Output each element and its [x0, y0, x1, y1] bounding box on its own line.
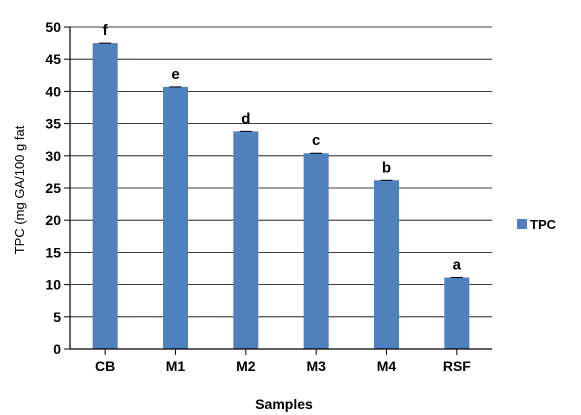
y-tick-label: 35	[45, 116, 61, 132]
axes	[64, 26, 492, 355]
x-tick-label: RSF	[443, 358, 471, 374]
data-label: a	[453, 257, 462, 274]
data-label: c	[312, 132, 320, 149]
x-tick-label: M1	[166, 358, 186, 374]
y-tick-label: 20	[45, 212, 61, 228]
x-tick-label: M3	[306, 358, 326, 374]
y-tick-label: 40	[45, 83, 61, 99]
legend-swatch	[517, 219, 527, 229]
y-axis-title: TPC (mg GA/100 g fat	[12, 125, 27, 254]
x-tick-label: M4	[377, 358, 397, 374]
data-label: e	[171, 66, 179, 83]
y-tick-labels: 0 5 10 15 20 25 30 35 40 45 50	[45, 19, 61, 357]
x-tick-label: M2	[236, 358, 256, 374]
y-tick-label: 30	[45, 148, 61, 164]
bar-m2	[233, 131, 259, 349]
gridlines	[70, 26, 492, 318]
bars	[92, 43, 470, 349]
bar-m3	[303, 153, 329, 349]
y-tick-label: 25	[45, 180, 61, 196]
data-label: f	[103, 22, 109, 39]
bar-cb	[92, 43, 118, 349]
data-label: b	[382, 159, 391, 176]
y-tick-label: 15	[45, 244, 61, 260]
x-tick-labels: CB M1 M2 M3 M4 RSF	[95, 358, 471, 374]
y-tick-label: 50	[45, 19, 61, 35]
y-tick-label: 45	[45, 51, 61, 67]
error-bars	[99, 42, 463, 279]
y-tick-label: 5	[53, 309, 61, 325]
bar-rsf	[444, 277, 470, 349]
data-label: d	[241, 110, 250, 127]
x-tick-label: CB	[95, 358, 115, 374]
bar-m1	[163, 86, 188, 349]
y-tick-label: 10	[45, 277, 61, 293]
bar-m4	[374, 180, 399, 349]
data-labels: f e d c b a	[103, 22, 462, 273]
legend: TPC	[517, 217, 557, 232]
y-tick-label: 0	[53, 341, 61, 357]
x-axis-title: Samples	[255, 396, 313, 412]
legend-label: TPC	[530, 217, 557, 232]
